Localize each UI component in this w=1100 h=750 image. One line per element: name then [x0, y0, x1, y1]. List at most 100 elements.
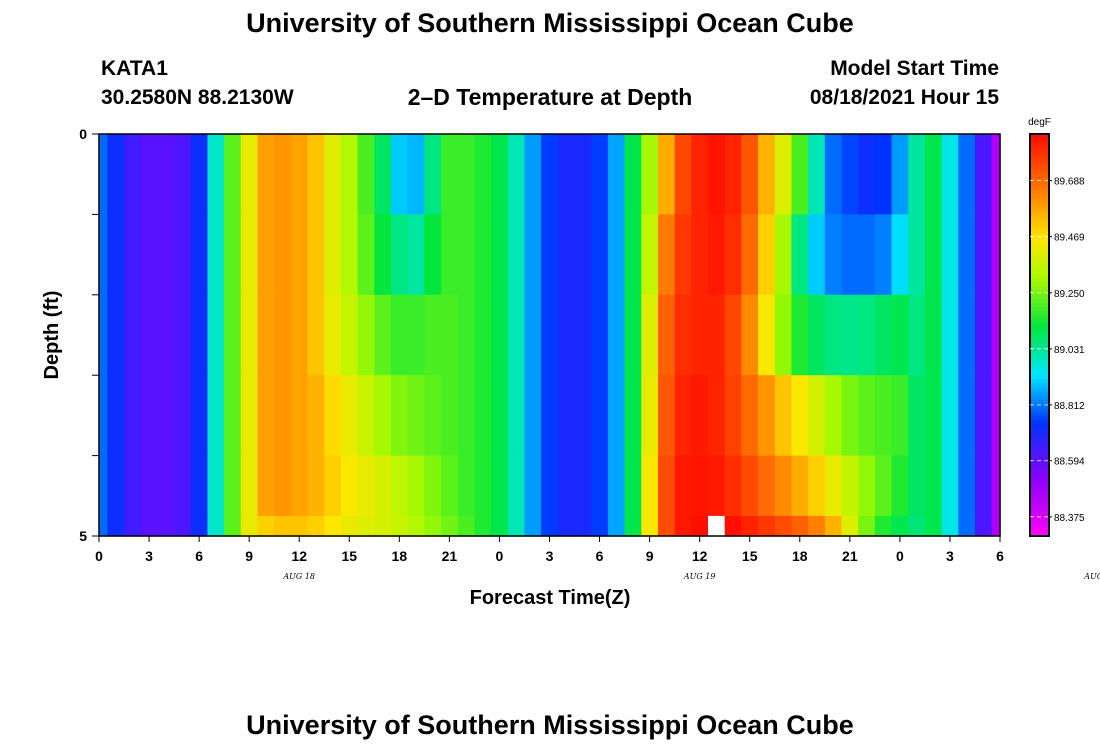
colorbar-segment	[1030, 294, 1049, 300]
heatmap-cell	[441, 294, 459, 376]
heatmap-cell	[924, 455, 943, 517]
colorbar-segment	[1030, 170, 1049, 175]
heatmap-cell	[374, 134, 392, 215]
colorbar-segment	[1030, 367, 1049, 372]
heatmap-cell	[240, 134, 259, 215]
heatmap-cell	[307, 214, 325, 296]
heatmap-cell	[674, 294, 692, 376]
heatmap-cell	[290, 214, 309, 296]
heatmap-cell	[591, 134, 609, 215]
heatmap-cell	[974, 455, 993, 517]
heatmap-cell	[124, 214, 142, 296]
colorbar-segment	[1030, 186, 1049, 191]
colorbar-segment	[1030, 379, 1049, 384]
heatmap-cell	[157, 214, 175, 296]
heatmap-cell	[474, 375, 492, 457]
heatmap-cell	[641, 455, 659, 517]
heatmap-cell	[641, 294, 659, 376]
heatmap-cell	[457, 134, 476, 215]
heatmap-cell	[924, 134, 943, 215]
heatmap-cell	[991, 515, 1001, 537]
heatmap-cell	[474, 214, 492, 296]
colorbar-segment	[1030, 174, 1049, 179]
model-start-value: 08/18/2021 Hour 15	[809, 86, 999, 109]
heatmap-cell	[407, 375, 425, 457]
heatmap-cell	[507, 455, 526, 517]
heatmap-cell	[607, 455, 626, 517]
heatmap-cell	[808, 214, 826, 296]
colorbar-segment	[1030, 343, 1049, 348]
heatmap-cell	[724, 515, 742, 537]
heatmap-cell	[708, 134, 726, 215]
heatmap-cell	[657, 294, 676, 376]
colorbar-segment	[1030, 459, 1049, 465]
heatmap-cell	[407, 515, 425, 537]
heatmap-cell	[107, 375, 125, 457]
heatmap-cell	[657, 134, 676, 215]
colorbar-segment	[1030, 206, 1049, 211]
heatmap-cell	[908, 375, 926, 457]
colorbar-segment	[1030, 322, 1049, 328]
heatmap-cell	[441, 515, 459, 537]
colorbar-label: 89.688	[1054, 177, 1085, 188]
heatmap-cell	[157, 294, 175, 376]
colorbar-segment	[1030, 527, 1049, 533]
colorbar-segment	[1030, 202, 1049, 207]
colorbar-segment	[1030, 270, 1049, 276]
colorbar-segment	[1030, 363, 1049, 368]
heatmap-cell	[174, 214, 192, 296]
colorbar-segment	[1030, 274, 1049, 280]
colorbar-segment	[1030, 491, 1049, 497]
x-axis-label: Forecast Time(Z)	[470, 587, 631, 609]
heatmap-cell	[157, 375, 175, 457]
heatmap-cell	[824, 375, 843, 457]
colorbar-segment	[1030, 467, 1049, 473]
colorbar-label: 88.812	[1054, 401, 1085, 412]
colorbar-segment	[1030, 258, 1049, 264]
heatmap-cell	[224, 134, 242, 215]
heatmap-cell	[958, 294, 976, 376]
colorbar-segment	[1030, 503, 1049, 509]
colorbar-segment	[1030, 134, 1049, 139]
heatmap-cell	[691, 515, 709, 537]
heatmap-cell	[541, 515, 559, 537]
colorbar-segment	[1030, 162, 1049, 167]
heatmap-cell	[357, 515, 375, 537]
colorbar-segment	[1030, 138, 1049, 143]
colorbar-segment	[1030, 242, 1049, 248]
colorbar-segment	[1030, 230, 1049, 236]
heatmap-cell	[741, 375, 759, 457]
heatmap-cell	[891, 455, 909, 517]
y-tick-label: 0	[79, 126, 87, 142]
y-axis-label: Depth (ft)	[41, 291, 63, 380]
heatmap-cell	[240, 455, 259, 517]
heatmap-cell	[774, 214, 793, 296]
heatmap-cell	[357, 214, 375, 296]
colorbar-segment	[1030, 407, 1049, 412]
colorbar-segment	[1030, 310, 1049, 316]
heatmap-cell	[741, 134, 759, 215]
heatmap-cell	[741, 294, 759, 376]
heatmap-cell	[774, 515, 793, 537]
heatmap-cell	[124, 134, 142, 215]
x-tick-label: 0	[896, 548, 904, 564]
heatmap-cell	[674, 134, 692, 215]
heatmap-cell	[140, 455, 158, 517]
colorbar-segment	[1030, 210, 1049, 215]
heatmap-cell	[307, 134, 325, 215]
heatmap-cell	[407, 455, 425, 517]
heatmap-cell	[274, 214, 292, 296]
colorbar-segment	[1030, 511, 1049, 517]
heatmap-cell	[491, 515, 509, 537]
colorbar-segment	[1030, 150, 1049, 155]
heatmap-cell	[808, 134, 826, 215]
heatmap-cell	[240, 375, 259, 457]
heatmap-cell	[124, 455, 142, 517]
colorbar-segment	[1030, 266, 1049, 272]
heatmap-cell	[107, 214, 125, 296]
colorbar-segment	[1030, 326, 1049, 332]
heatmap-cell	[574, 455, 592, 517]
colorbar-segment	[1030, 218, 1049, 224]
heatmap-cell	[240, 214, 259, 296]
colorbar-segment	[1030, 463, 1049, 469]
